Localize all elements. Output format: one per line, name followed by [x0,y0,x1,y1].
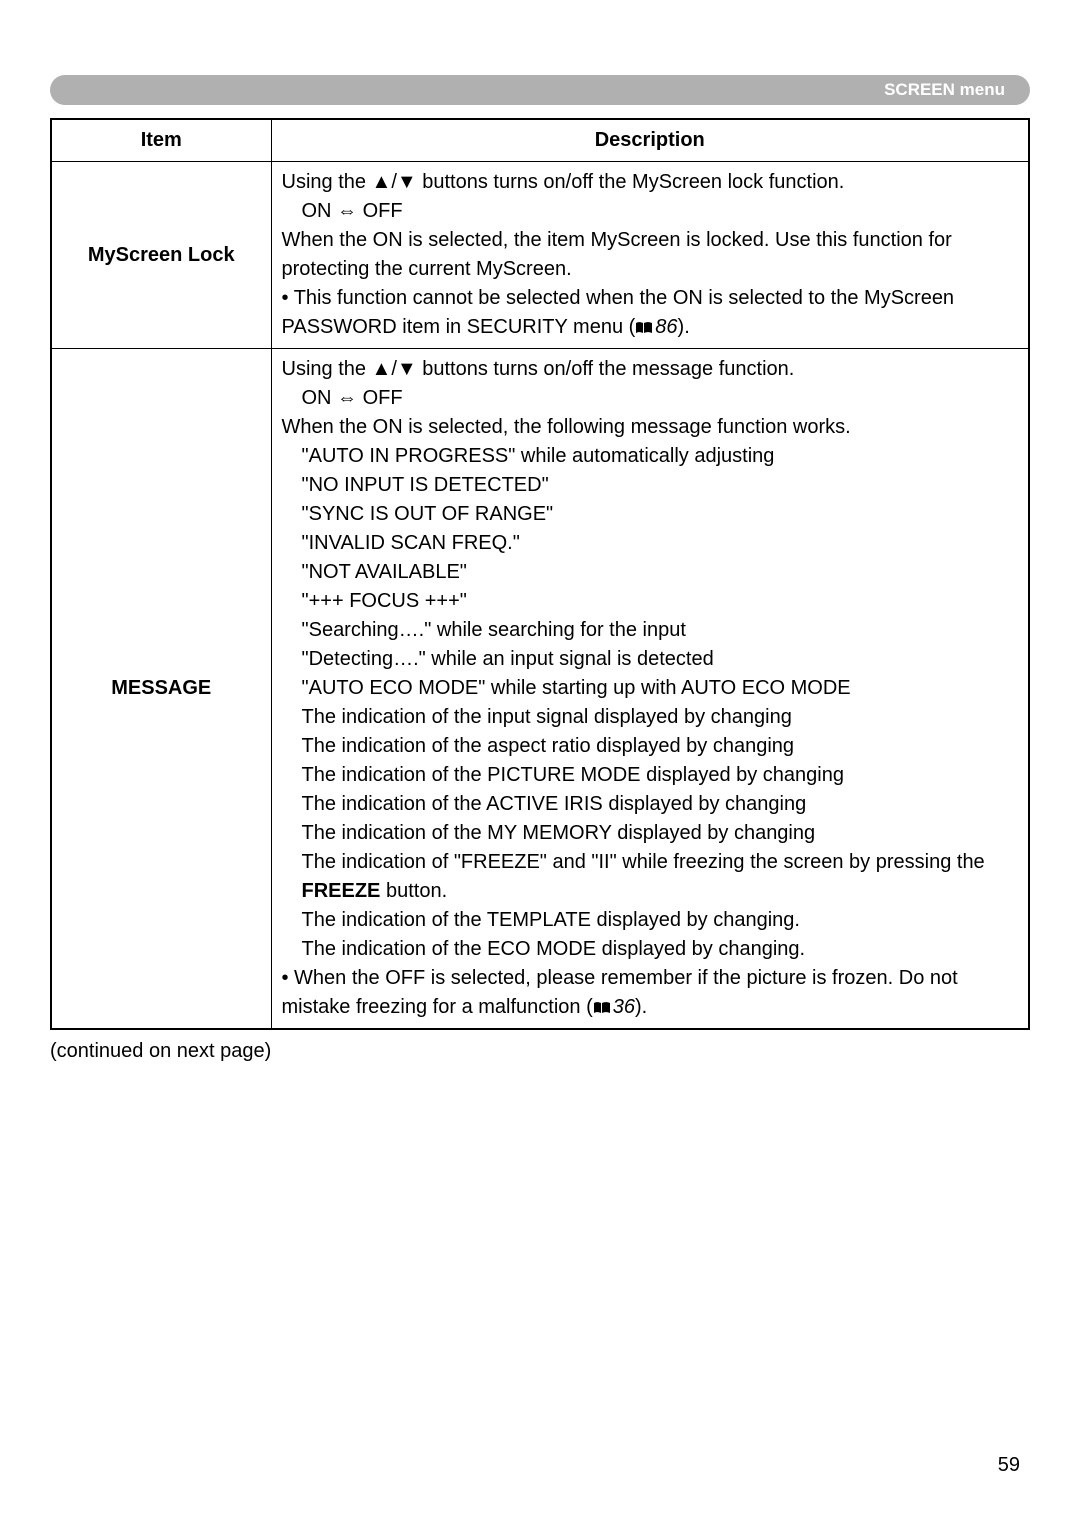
table-header-row: Item Description [51,119,1029,162]
desc-text: "AUTO ECO MODE" while starting up with A… [282,674,1019,703]
book-icon [635,321,653,335]
book-icon [593,1001,611,1015]
header-item: Item [51,119,271,162]
header-description: Description [271,119,1029,162]
desc-text: • When the OFF is selected, please remem… [282,964,1019,1022]
desc-text-part: button. [380,880,447,902]
desc-message: Using the ▲/▼ buttons turns on/off the m… [271,349,1029,1030]
page-ref: 86 [655,316,677,338]
desc-text-part: ). [635,996,647,1018]
desc-text: "Searching…." while searching for the in… [282,616,1019,645]
desc-text: Using the ▲/▼ buttons turns on/off the M… [282,168,1019,197]
screen-menu-table: Item Description MyScreen Lock Using the… [50,118,1030,1030]
desc-text-part: • This function cannot be selected when … [282,287,955,338]
desc-text: "Detecting…." while an input signal is d… [282,645,1019,674]
freeze-bold: FREEZE [302,880,381,902]
desc-text: • This function cannot be selected when … [282,284,1019,342]
desc-text-part: The indication of "FREEZE" and "II" whil… [302,851,985,873]
desc-text: "SYNC IS OUT OF RANGE" [282,500,1019,529]
desc-text: The indication of the TEMPLATE displayed… [282,906,1019,935]
desc-text: ON ⇔ OFF [282,384,1019,413]
desc-text: "NO INPUT IS DETECTED" [282,471,1019,500]
desc-text: The indication of the MY MEMORY displaye… [282,819,1019,848]
desc-text: "INVALID SCAN FREQ." [282,529,1019,558]
page-ref: 36 [613,996,635,1018]
item-message: MESSAGE [51,349,271,1030]
header-title: SCREEN menu [884,80,1005,100]
desc-text: The indication of the ECO MODE displayed… [282,935,1019,964]
desc-text: The indication of the input signal displ… [282,703,1019,732]
desc-text: "NOT AVAILABLE" [282,558,1019,587]
desc-text: The indication of the aspect ratio displ… [282,732,1019,761]
header-bar: SCREEN menu [50,75,1030,105]
table-row: MESSAGE Using the ▲/▼ buttons turns on/o… [51,349,1029,1030]
desc-text: When the ON is selected, the following m… [282,413,1019,442]
desc-myscreen-lock: Using the ▲/▼ buttons turns on/off the M… [271,162,1029,349]
desc-text-part: ). [678,316,690,338]
desc-text: The indication of the ACTIVE IRIS displa… [282,790,1019,819]
desc-text: "+++ FOCUS +++" [282,587,1019,616]
desc-text: Using the ▲/▼ buttons turns on/off the m… [282,355,1019,384]
desc-text: The indication of the PICTURE MODE displ… [282,761,1019,790]
desc-text: When the ON is selected, the item MyScre… [282,226,1019,284]
table-row: MyScreen Lock Using the ▲/▼ buttons turn… [51,162,1029,349]
desc-text: ON ⇔ OFF [282,197,1019,226]
page-number: 59 [998,1454,1020,1477]
desc-text: "AUTO IN PROGRESS" while automatically a… [282,442,1019,471]
desc-text: The indication of "FREEZE" and "II" whil… [282,848,1019,906]
item-myscreen-lock: MyScreen Lock [51,162,271,349]
continued-note: (continued on next page) [50,1040,271,1063]
